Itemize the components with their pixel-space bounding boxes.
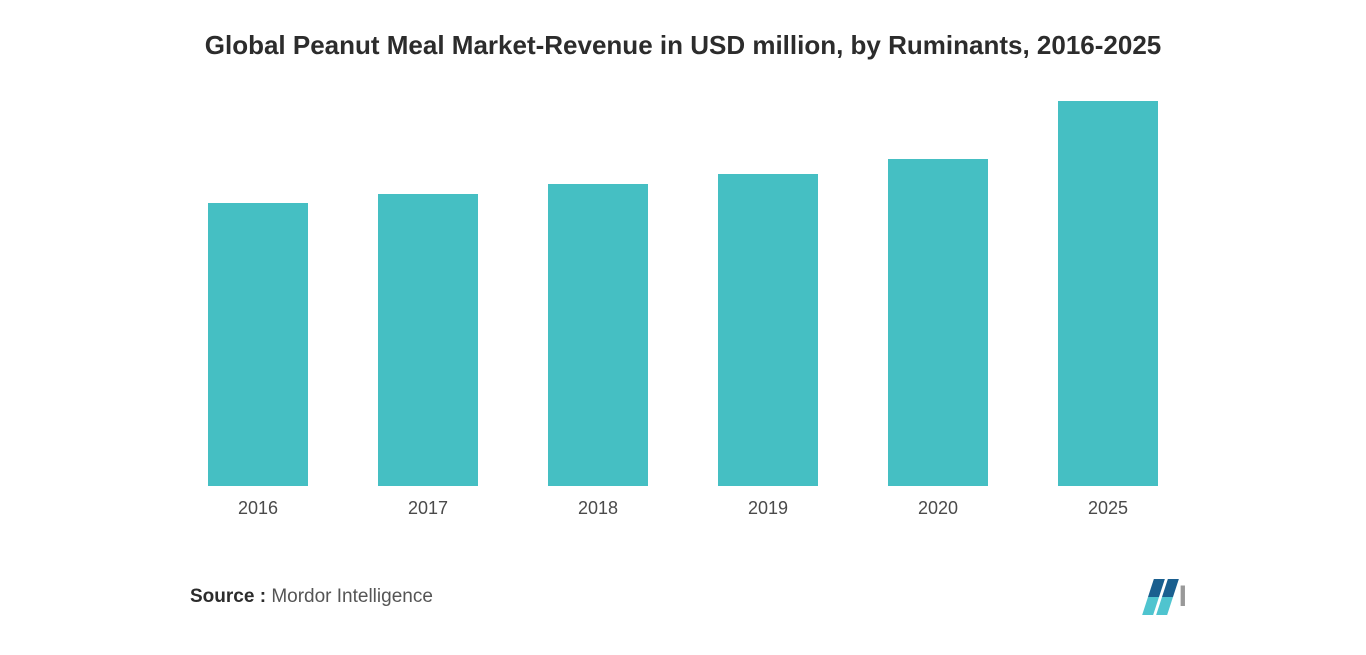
bar-wrapper: 2018	[548, 101, 648, 519]
bar-wrapper: 2019	[718, 101, 818, 519]
logo: I	[1148, 579, 1186, 615]
bar-wrapper: 2016	[208, 101, 308, 519]
bar	[378, 194, 478, 487]
chart-title: Global Peanut Meal Market-Revenue in USD…	[60, 30, 1306, 61]
bar-space	[378, 101, 478, 486]
footer-row: Source : Mordor Intelligence I	[60, 579, 1306, 615]
bar-label: 2019	[748, 498, 788, 519]
bar	[548, 184, 648, 486]
source-text: Source : Mordor Intelligence	[190, 586, 433, 608]
bar-space	[888, 101, 988, 486]
source-value: Mordor Intelligence	[271, 586, 433, 607]
bar-space	[718, 101, 818, 486]
bar-label: 2017	[408, 498, 448, 519]
logo-bars-icon	[1142, 579, 1179, 615]
bar	[888, 159, 988, 486]
bar-wrapper: 2020	[888, 101, 988, 519]
bar-label: 2025	[1088, 498, 1128, 519]
bar-space	[208, 101, 308, 486]
plot-area: 2016 2017 2018 2019 2020 2025	[60, 101, 1306, 519]
bar-label: 2018	[578, 498, 618, 519]
chart-container: Global Peanut Meal Market-Revenue in USD…	[0, 0, 1366, 655]
bar-label: 2020	[918, 498, 958, 519]
bar	[1058, 101, 1158, 486]
bar	[718, 174, 818, 486]
logo-text: I	[1179, 580, 1186, 614]
source-label: Source :	[190, 586, 266, 607]
bar	[208, 203, 308, 486]
bar-space	[548, 101, 648, 486]
bar-wrapper: 2017	[378, 101, 478, 519]
bar-wrapper: 2025	[1058, 101, 1158, 519]
bar-label: 2016	[238, 498, 278, 519]
bar-space	[1058, 101, 1158, 486]
